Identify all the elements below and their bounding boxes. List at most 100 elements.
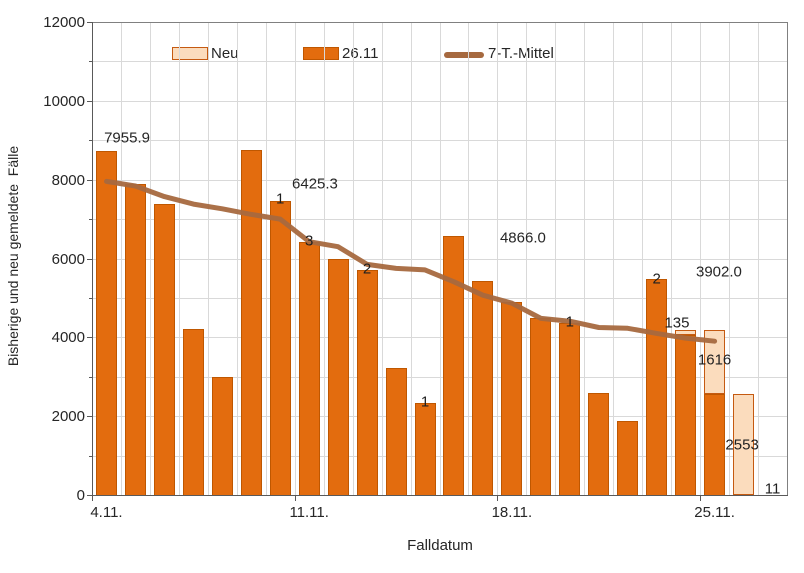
bar-reported-26-11[interactable]	[327, 258, 349, 495]
x-axis-line	[92, 495, 788, 496]
y-tick-minor	[89, 140, 92, 142]
neu-count-label: 1	[276, 190, 285, 208]
v-gridline	[323, 22, 325, 495]
v-gridline	[236, 22, 238, 495]
x-tick-label: 25.11.	[694, 504, 735, 521]
bar-reported-26-11[interactable]	[559, 322, 581, 495]
bar-reported-26-11[interactable]	[704, 393, 726, 495]
y-tick-major	[87, 179, 92, 181]
bar-neu[interactable]	[733, 394, 755, 495]
plot-frame-top	[92, 22, 788, 23]
v-gridline	[526, 22, 528, 495]
y-tick-major	[87, 495, 92, 496]
mean-value-label: 4866.0	[499, 229, 546, 247]
v-gridline	[700, 22, 702, 495]
v-gridline	[613, 22, 615, 495]
v-gridline	[468, 22, 470, 495]
bar-reported-26-11[interactable]	[182, 329, 204, 495]
y-tick-minor	[89, 455, 92, 457]
mean-value-label: 3902.0	[695, 263, 742, 281]
x-axis-title: Falldatum	[407, 537, 473, 554]
v-gridline	[352, 22, 354, 495]
x-tick-label: 18.11.	[491, 504, 533, 521]
neu-count-label: 1	[565, 313, 574, 331]
legend-label-7t-mittel[interactable]: 7-T.-Mittel	[488, 45, 554, 62]
v-gridline	[294, 22, 296, 495]
v-gridline	[555, 22, 557, 495]
bar-reported-26-11[interactable]	[675, 335, 697, 495]
bar-reported-26-11[interactable]	[443, 236, 465, 495]
neu-count-label: 1616	[697, 351, 732, 369]
x-tick	[92, 495, 93, 501]
bar-reported-26-11[interactable]	[472, 280, 494, 495]
v-gridline	[584, 22, 586, 495]
neu-count-label: 2553	[725, 436, 759, 454]
y-tick-minor	[89, 376, 92, 378]
neu-count-label: 1	[420, 393, 430, 411]
v-gridline	[381, 22, 383, 495]
mean-value-label: 7955.9	[104, 129, 150, 147]
v-gridline	[497, 22, 499, 495]
bar-reported-26-11[interactable]	[124, 184, 146, 495]
bar-reported-26-11[interactable]	[501, 301, 523, 495]
y-tick-major	[87, 22, 92, 23]
v-gridline	[671, 22, 673, 495]
bar-reported-26-11[interactable]	[211, 376, 233, 495]
x-tick-label: 11.11.	[289, 504, 329, 521]
y-tick-major	[87, 100, 92, 102]
bar-reported-26-11[interactable]	[269, 200, 291, 495]
y-tick-label: 4000	[51, 329, 85, 347]
v-gridline	[120, 22, 122, 495]
mean-value-label: 6425.3	[292, 175, 338, 193]
neu-count-label: 11	[764, 480, 781, 498]
v-gridline	[178, 22, 180, 495]
legend-swatch-7t-mittel[interactable]	[444, 52, 484, 58]
neu-count-label: 3	[305, 232, 314, 250]
v-gridline	[410, 22, 412, 495]
y-tick-minor	[89, 61, 92, 63]
x-tick	[700, 495, 702, 501]
neu-count-label: 135	[664, 314, 690, 332]
x-tick-label: 4.11.	[90, 504, 123, 521]
legend-label-neu[interactable]: Neu	[211, 45, 239, 62]
plot-frame-right	[787, 22, 788, 495]
bar-reported-26-11[interactable]	[617, 421, 639, 495]
y-axis-line	[92, 22, 93, 496]
bar-reported-26-11[interactable]	[530, 317, 552, 495]
bar-reported-26-11[interactable]	[646, 279, 668, 495]
v-gridline	[149, 22, 151, 495]
bar-reported-26-11[interactable]	[95, 151, 117, 495]
y-tick-major	[87, 258, 92, 260]
y-tick-major	[87, 416, 92, 418]
x-tick	[294, 495, 296, 501]
neu-count-label: 2	[652, 270, 661, 288]
y-tick-label: 2000	[51, 408, 85, 426]
neu-count-label: 2	[362, 260, 372, 278]
y-tick-label: 0	[76, 487, 85, 504]
bar-reported-26-11[interactable]	[240, 150, 262, 495]
bar-reported-26-11[interactable]	[356, 269, 378, 495]
y-tick-label: 12000	[43, 14, 85, 31]
legend-label-26-11[interactable]: 26.11	[342, 45, 379, 62]
v-gridline	[207, 22, 209, 495]
legend-swatch-26-11[interactable]	[303, 47, 339, 60]
x-tick	[497, 495, 499, 501]
y-tick-label: 6000	[51, 250, 85, 268]
bar-reported-26-11[interactable]	[414, 402, 436, 495]
y-tick-label: 8000	[51, 171, 85, 189]
bar-reported-26-11[interactable]	[385, 368, 407, 495]
v-gridline	[729, 22, 731, 495]
y-tick-minor	[89, 219, 92, 221]
bar-reported-26-11[interactable]	[153, 204, 175, 495]
v-gridline	[642, 22, 644, 495]
y-tick-label: 10000	[43, 92, 85, 110]
v-gridline	[439, 22, 441, 495]
v-gridline	[758, 22, 760, 495]
y-tick-major	[87, 337, 92, 339]
bar-reported-26-11[interactable]	[298, 241, 320, 495]
bar-reported-26-11[interactable]	[588, 392, 610, 495]
y-tick-minor	[89, 297, 92, 299]
legend-swatch-neu[interactable]	[172, 47, 208, 60]
v-gridline	[265, 22, 267, 495]
